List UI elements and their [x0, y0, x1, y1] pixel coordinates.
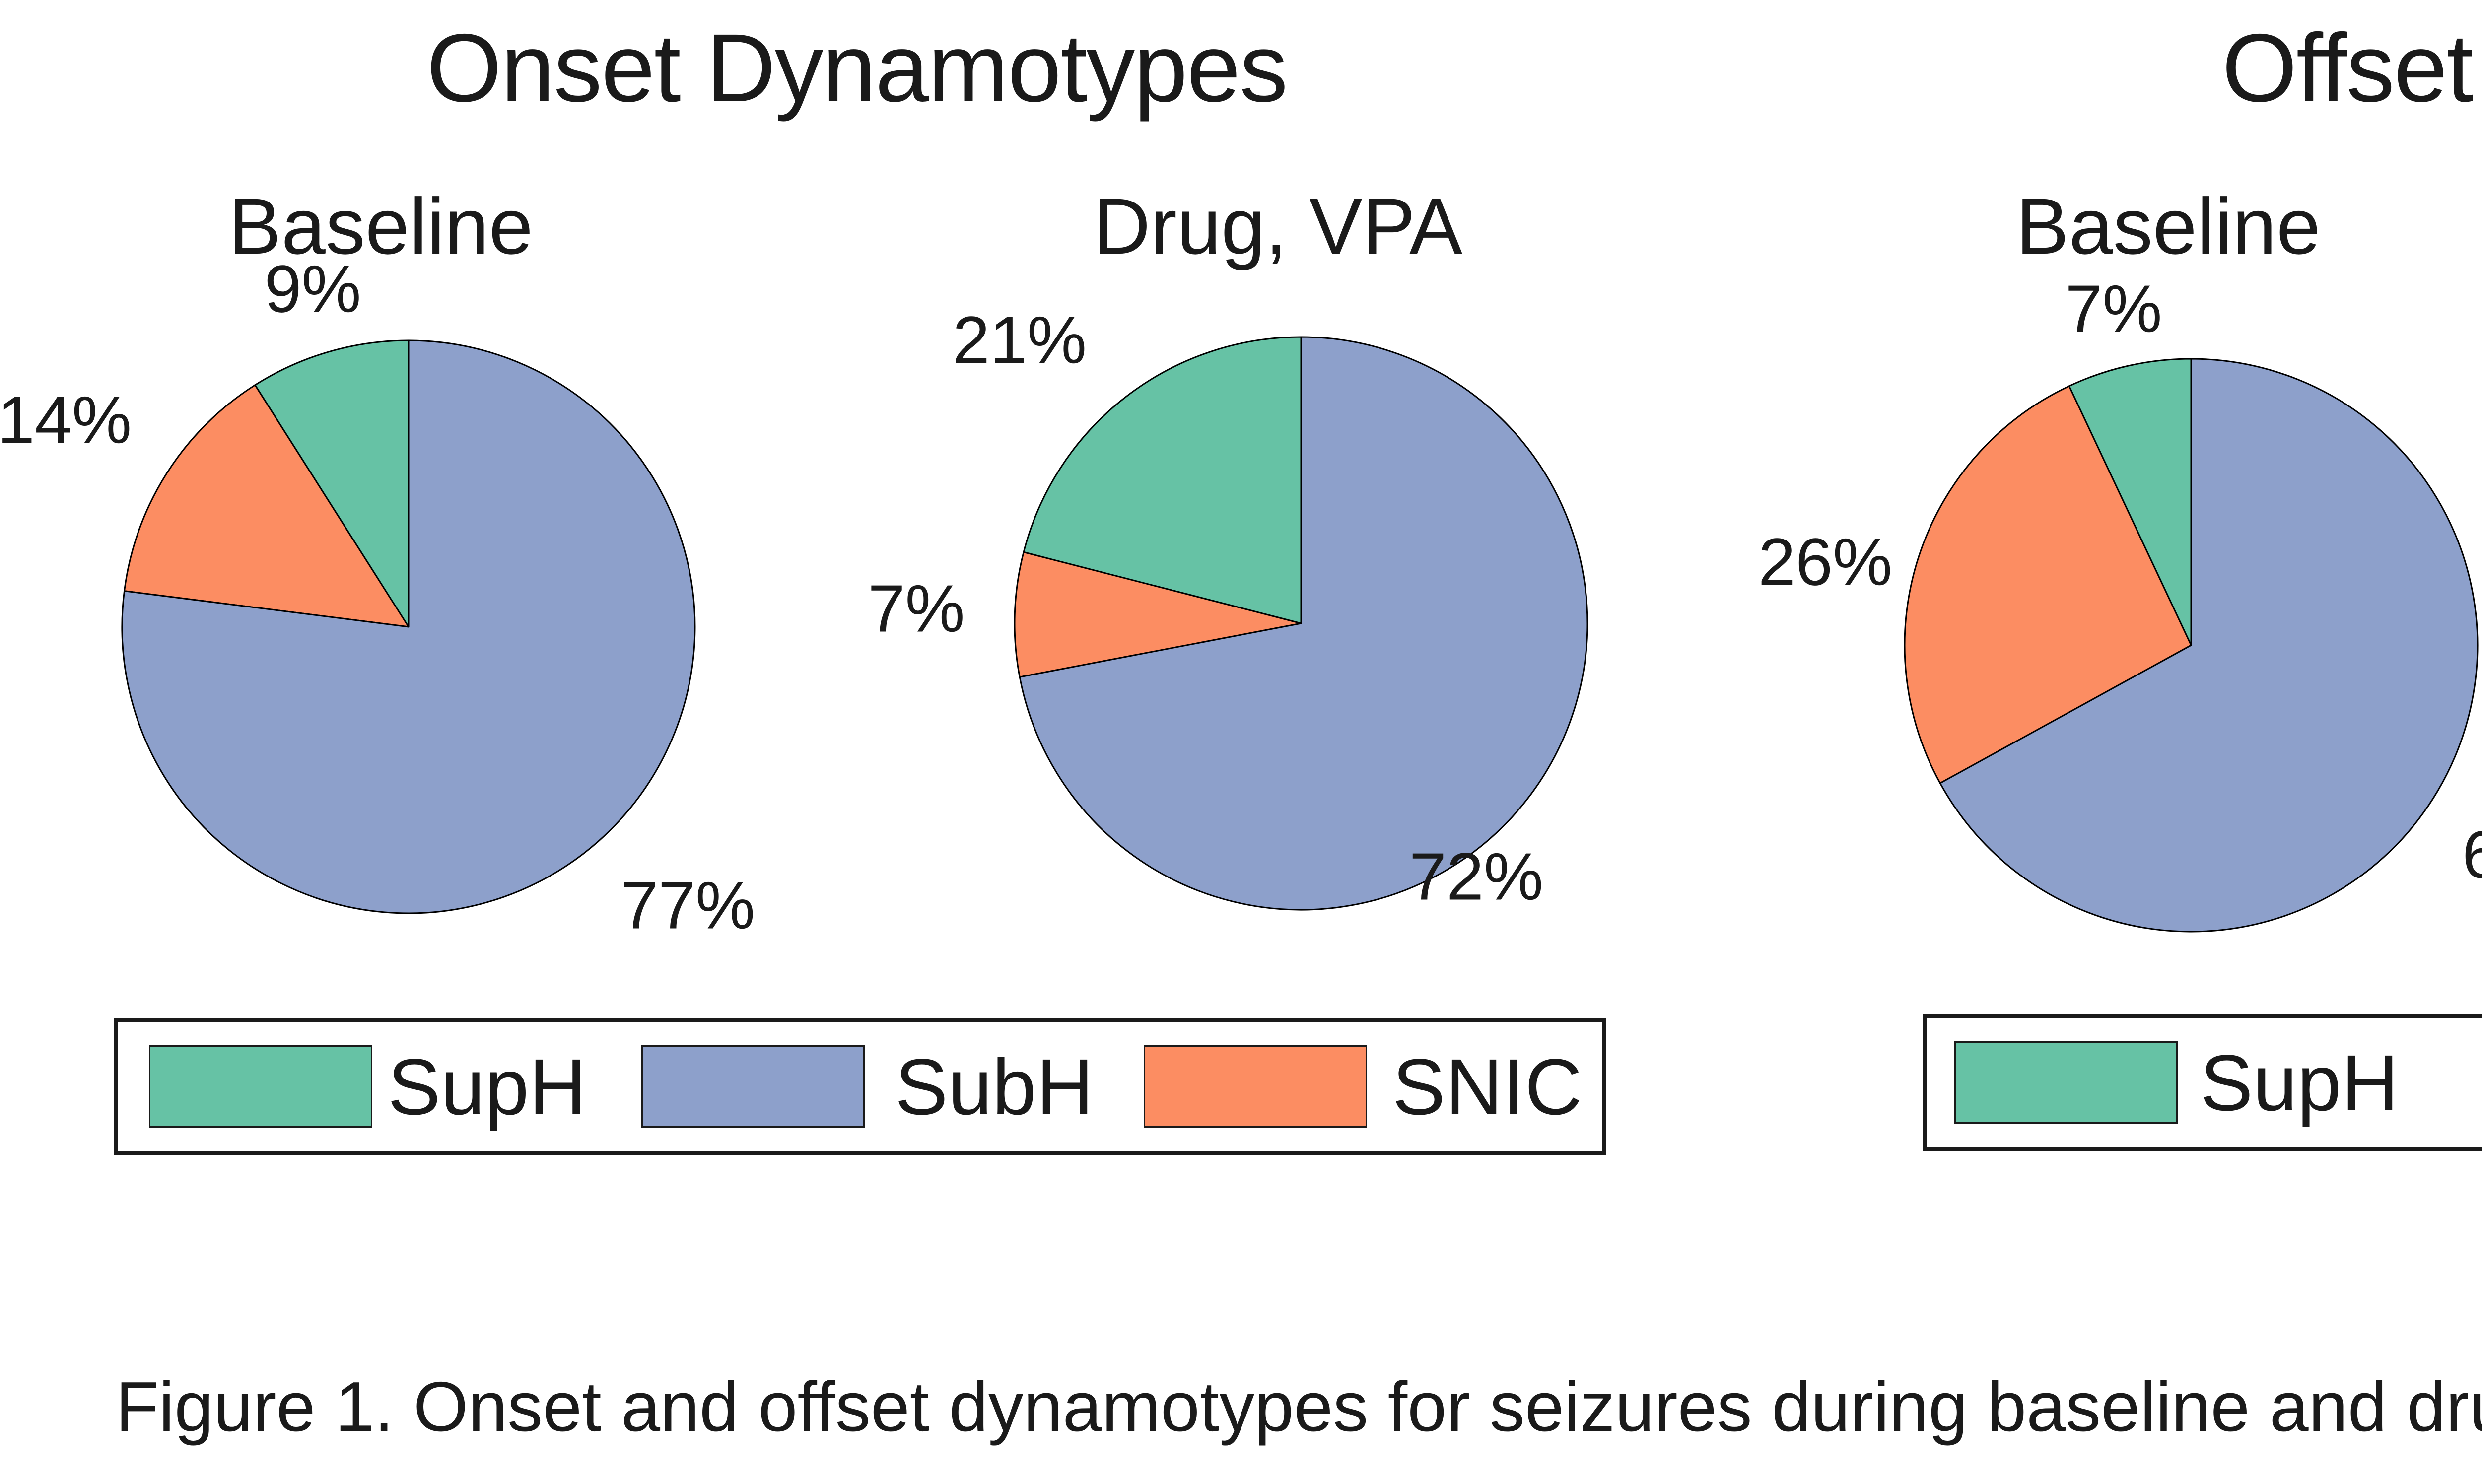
panel-title-onset: Onset Dynamotypes	[426, 14, 1288, 122]
pct-label-offset-baseline-suph: 7%	[2065, 271, 2162, 346]
legend-label-snic: SNIC	[1392, 1042, 1583, 1131]
pie-slice-snic	[124, 384, 410, 628]
subtitle-onset-drug-vpa: Drug, VPA	[1093, 182, 1462, 270]
pct-label-offset-baseline-snic: 26%	[1758, 524, 1893, 600]
legend-label-suph: SupH	[388, 1042, 587, 1131]
pct-label-onset-baseline-snic: 14%	[0, 382, 132, 458]
legend-swatch-suph	[149, 1045, 372, 1128]
pct-label-onset-baseline-subh: 77%	[620, 868, 756, 943]
pie-slice-subh	[121, 339, 696, 914]
pie-slice-subh	[1019, 336, 1588, 911]
pie-chart-onset-baseline	[121, 339, 696, 914]
legend-onset: SupH SubH SNIC	[114, 1018, 1606, 1155]
legend-label-subh: SubH	[895, 1042, 1094, 1131]
pct-label-onset-drug-suph: 21%	[952, 302, 1087, 378]
legend-swatch-suph	[1954, 1041, 2178, 1124]
pct-label-offset-baseline-flc: 67%	[2462, 817, 2482, 892]
subtitle-onset-baseline: Baseline	[228, 182, 533, 270]
pie-slice-suph	[254, 339, 410, 628]
legend-swatch-snic	[1144, 1045, 1367, 1128]
figure-caption: Figure 1. Onset and offset dynamotypes f…	[116, 1367, 2482, 1446]
panel-title-offset: Offset Dynamotypes	[2222, 14, 2482, 122]
pie-chart-onset-drug-vpa	[1014, 336, 1588, 911]
pct-label-onset-drug-snic: 7%	[868, 571, 965, 646]
legend-label-suph: SupH	[2200, 1038, 2399, 1127]
legend-offset: SupH FLC SNIC	[1923, 1014, 2482, 1151]
subtitle-offset-baseline: Baseline	[2016, 182, 2321, 270]
pie-slice-suph	[1023, 336, 1302, 624]
legend-swatch-subh	[641, 1045, 865, 1128]
pie-slice-snic	[1014, 551, 1302, 678]
pie-slice-flc	[1939, 358, 2479, 933]
pie-chart-offset-baseline	[1904, 358, 2479, 933]
pct-label-onset-baseline-suph: 9%	[264, 251, 361, 327]
pie-slice-suph	[2068, 358, 2192, 646]
pct-label-onset-drug-subh: 72%	[1409, 839, 1544, 914]
